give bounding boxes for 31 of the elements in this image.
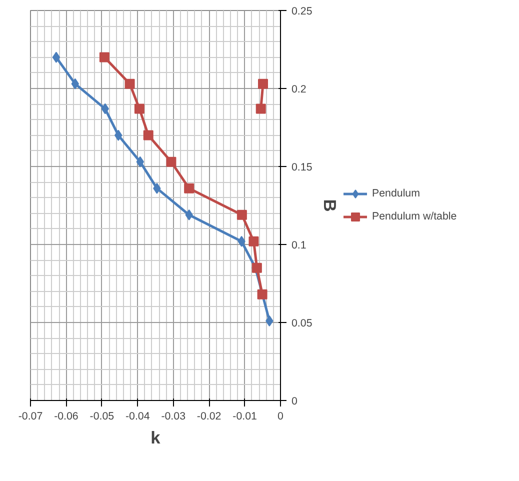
- point: [236, 210, 247, 220]
- point: [52, 52, 60, 63]
- x-tick-label: -0.06: [54, 410, 78, 422]
- point: [258, 78, 268, 89]
- x-tick-label: -0.04: [126, 410, 150, 422]
- point: [99, 52, 110, 62]
- legend-label: Pendulum w/table: [372, 210, 457, 222]
- y-tick-label: 0: [292, 396, 298, 408]
- point: [256, 104, 266, 114]
- point: [184, 183, 194, 194]
- y-tick-label: 0.15: [292, 162, 312, 174]
- x-tick-label: 0: [278, 410, 284, 422]
- legend-label: Pendulum: [372, 188, 420, 200]
- x-tick-label: -0.05: [90, 410, 114, 422]
- y-axis-title: B: [320, 199, 340, 212]
- x-axis-title: k: [150, 428, 161, 448]
- x-tick-label: -0.02: [196, 410, 222, 422]
- y-tick-label: 0.25: [292, 6, 312, 18]
- x-tick-label: -0.03: [161, 410, 186, 422]
- point: [248, 236, 259, 246]
- point: [252, 262, 262, 273]
- y-tick-label: 0.2: [292, 84, 306, 96]
- point: [257, 289, 268, 300]
- x-tick-label: -0.07: [18, 410, 43, 422]
- x-tick-label: -0.01: [232, 410, 258, 422]
- point: [124, 78, 135, 89]
- y-tick-label: 0.1: [292, 240, 306, 252]
- point: [166, 156, 176, 167]
- point: [143, 130, 154, 140]
- y-tick-label: 0.05: [292, 318, 312, 330]
- point: [134, 104, 144, 114]
